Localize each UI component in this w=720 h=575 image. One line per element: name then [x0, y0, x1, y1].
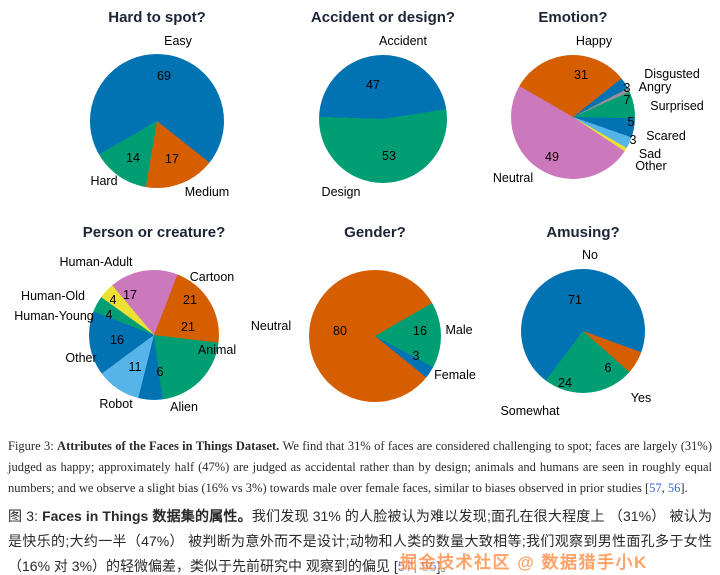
slice-label: Scared — [646, 128, 686, 143]
citation-link-56-zh[interactable]: 56 — [421, 558, 437, 574]
slice-value: 6 — [156, 364, 164, 379]
caption-title-zh: Faces in Things 数据集的属性。 — [42, 508, 252, 524]
slice-label: Surprised — [650, 98, 704, 113]
slice-label: Human-Adult — [59, 254, 133, 269]
slice-value: 49 — [545, 149, 559, 164]
slice-label: Animal — [197, 342, 237, 357]
chart-title-hard-to-spot: Hard to spot? — [108, 9, 206, 26]
slice-label: Human-Old — [21, 288, 85, 303]
chart-title-person-or-creature: Person or creature? — [82, 224, 226, 241]
amusing-pie — [521, 269, 645, 393]
slice-value: 17 — [165, 151, 179, 166]
citation-bracket-open: [ — [644, 481, 650, 495]
figure-caption-english: Figure 3: Attributes of the Faces in Thi… — [8, 436, 712, 499]
slice-value: 4 — [109, 292, 117, 307]
pie-charts-grid: Hard to spot? 69 Easy 17 Medium 14 Hard Accid… — [0, 0, 720, 430]
slice-label: Accident — [379, 33, 427, 48]
caption-body-zh: 我们发现 31% 的人脸被认为难以发现;面孔在很大程度上 （31%） 被认为是快… — [8, 508, 712, 574]
slice-label: Medium — [184, 184, 230, 199]
slice-value: 5 — [627, 114, 635, 129]
chart-title-emotion: Emotion? — [538, 9, 608, 26]
citation-bracket-open-zh: [ — [393, 558, 398, 574]
slice-label: No — [582, 247, 598, 262]
slice-label: Disgusted — [644, 66, 700, 81]
slice-label: Male — [445, 322, 473, 337]
chart-hard-to-spot: Hard to spot? 69 Easy 17 Medium 14 Hard — [0, 0, 240, 215]
slice-label: Happy — [575, 33, 613, 48]
slice-value: 69 — [157, 68, 171, 83]
citation-bracket-close: ]. — [680, 481, 688, 495]
chart-title-amusing: Amusing? — [546, 224, 620, 241]
slice-label: Neutral — [492, 170, 534, 185]
slice-value: 21 — [183, 292, 197, 307]
slice-value: 14 — [126, 150, 140, 165]
slice-value: 21 — [181, 319, 195, 334]
figure-caption-chinese: 图 3: Faces in Things 数据集的属性。我们发现 31% 的人脸… — [8, 504, 712, 575]
slice-label: Alien — [170, 399, 198, 414]
slice-value: 17 — [123, 287, 137, 302]
chart-gender: Gender? 80 Neutral 16 Male 3 Female — [240, 215, 480, 430]
slice-label: Angry — [638, 79, 672, 94]
slice-label: Cartoon — [189, 269, 235, 284]
slice-value: 16 — [413, 323, 427, 338]
chart-amusing: Amusing? 71 No 6 Yes 24 Somewhat — [480, 215, 720, 430]
slice-label: Other — [65, 350, 97, 365]
citation-link-57-zh[interactable]: 57 — [397, 558, 414, 574]
citation-bracket-close-zh: ]。 — [436, 558, 455, 574]
slice-label: Other — [635, 158, 667, 173]
slice-label: Hard — [90, 173, 118, 188]
slice-value: 16 — [110, 332, 124, 347]
gender-pie — [309, 270, 441, 402]
citation-link-57[interactable]: 57 — [649, 481, 662, 495]
slice-value: 7 — [623, 92, 631, 107]
slice-label: Robot — [99, 396, 133, 411]
figure-number: Figure 3: — [8, 439, 58, 453]
chart-person-or-creature: Person or creature? 17 Human-Adult 21 Carto… — [0, 215, 240, 430]
chart-accident-or-design: Accident or design? 47 Accident 53 Design — [240, 0, 480, 215]
slice-label: Female — [434, 367, 476, 382]
slice-value: 11 — [128, 359, 142, 374]
slice-value: 3 — [623, 80, 631, 95]
person-or-creature-pie — [89, 270, 219, 400]
slice-label: Neutral — [250, 318, 292, 333]
hard-to-spot-pie — [90, 54, 224, 188]
citation-separator-zh: , — [413, 558, 422, 574]
chart-title-accident-or-design: Accident or design? — [310, 9, 456, 26]
caption-title-en: Attributes of the Faces in Things Datase… — [57, 439, 283, 453]
slice-label: Easy — [164, 33, 192, 48]
chart-title-gender: Gender? — [344, 224, 406, 241]
slice-label: Somewhat — [500, 403, 560, 418]
slice-value: 3 — [412, 348, 420, 363]
slice-label: Sad — [638, 146, 662, 161]
slice-value: 53 — [382, 148, 396, 163]
figure-number-zh: 图 3: — [8, 508, 43, 524]
emotion-pie — [511, 55, 635, 179]
slice-value: 3 — [629, 132, 637, 147]
chart-emotion: Emotion? 31 Happy 3 Disgusted Angry 7 Surprise… — [480, 0, 720, 215]
slice-value: 24 — [558, 375, 572, 390]
slice-label: Human-Young — [14, 308, 94, 323]
slice-value: 6 — [604, 360, 612, 375]
citation-link-56[interactable]: 56 — [667, 481, 681, 495]
slice-value: 31 — [574, 67, 588, 82]
slice-value: 4 — [105, 307, 113, 322]
slice-label: Design — [321, 184, 361, 199]
slice-value: 80 — [333, 323, 347, 338]
slice-value: 47 — [366, 77, 380, 92]
caption-body-en: We find that 31% of faces are considered… — [8, 439, 712, 495]
slice-value: 71 — [568, 292, 582, 307]
accident-or-design-pie — [319, 55, 447, 183]
slice-label: Yes — [630, 390, 652, 405]
citation-separator: , — [661, 481, 668, 495]
watermark: 掘金技术社区 @ 数据猎手小K — [400, 553, 648, 572]
